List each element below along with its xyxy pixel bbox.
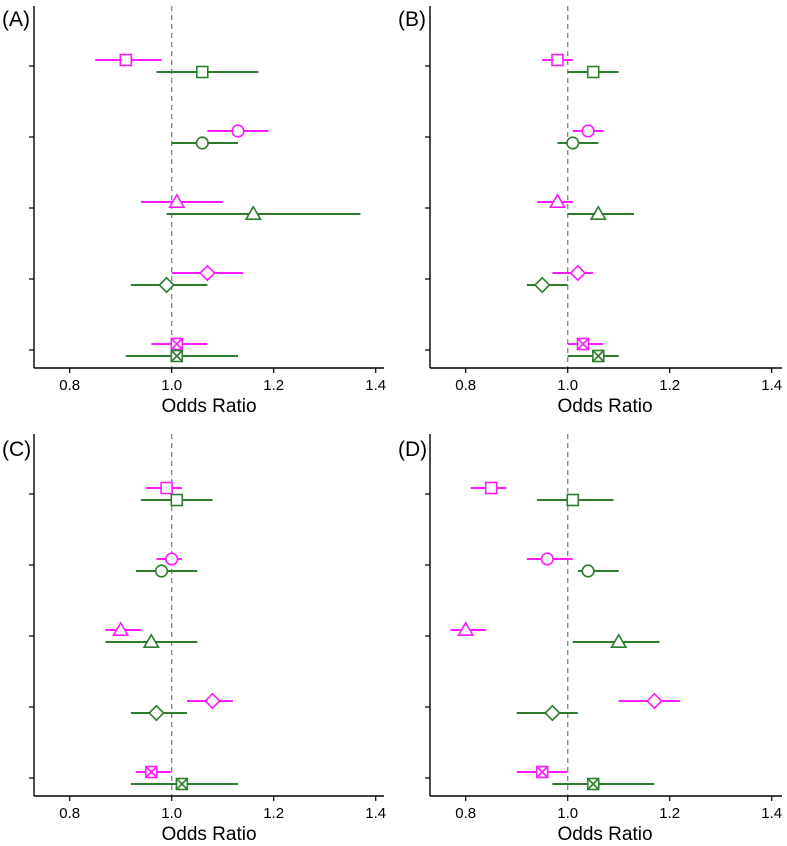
x-tick-label: 1.4 [761, 377, 782, 394]
panel-label: (A) [2, 8, 30, 31]
green-circle-marker [195, 136, 209, 150]
green-circle-marker [581, 564, 595, 578]
panel-d: (D) 0.8 1.0 1.2 1.4 Odds Ratio [398, 434, 782, 845]
x-tick-label: 1.4 [761, 805, 782, 822]
magenta-crossed-square-marker [535, 765, 549, 779]
magenta-crossed-square-marker [145, 765, 158, 779]
magenta-diamond-marker [199, 264, 216, 282]
x-tick-label: 0.8 [59, 805, 80, 822]
x-tick-label: 1.2 [263, 377, 284, 394]
magenta-diamond-marker [569, 264, 587, 282]
magenta-triangle-marker [168, 193, 186, 208]
panel-c: (C) 0.8 1.0 1.2 1.4 Odds Ratio [2, 434, 386, 845]
magenta-circle-marker [540, 552, 554, 566]
green-square-marker [586, 65, 600, 79]
panel-label: (C) [2, 438, 31, 461]
green-square-marker [170, 493, 184, 507]
green-diamond-marker [533, 276, 551, 294]
green-triangle-marker [244, 205, 262, 220]
green-triangle-marker [610, 633, 628, 648]
magenta-triangle-marker [548, 193, 567, 208]
magenta-square-marker [160, 481, 173, 495]
magenta-diamond-marker [204, 692, 221, 710]
magenta-triangle-marker [457, 621, 475, 636]
green-crossed-square-marker [170, 349, 184, 363]
x-tick-label: 0.8 [455, 377, 476, 394]
x-tick-label: 1.4 [365, 805, 386, 822]
green-triangle-marker [589, 205, 607, 220]
panel-a: (A) 0.8 1.0 1.2 1.4 Odds Ratio [2, 6, 386, 417]
magenta-crossed-square-marker [170, 337, 184, 351]
magenta-triangle-marker [112, 621, 130, 636]
x-axis-title: Odds Ratio [557, 396, 652, 417]
magenta-circle-marker [165, 552, 179, 566]
green-crossed-square-marker [586, 777, 600, 791]
x-tick-label: 1.0 [161, 805, 182, 822]
magenta-crossed-square-marker [576, 337, 590, 351]
magenta-circle-marker [231, 124, 245, 138]
x-tick-label: 1.4 [365, 377, 386, 394]
x-axis-title: Odds Ratio [161, 824, 256, 845]
green-square-marker [196, 65, 209, 79]
x-tick-label: 1.2 [659, 805, 680, 822]
panel-b: (B) 0.8 1.0 1.2 1.4 Odds Ratio [398, 6, 782, 417]
magenta-square-marker [119, 53, 133, 67]
x-axis-title: Odds Ratio [161, 396, 256, 417]
green-crossed-square-marker [591, 349, 605, 363]
x-tick-label: 1.0 [557, 805, 578, 822]
green-diamond-marker [158, 276, 175, 294]
green-circle-marker [566, 136, 580, 150]
green-square-marker [566, 493, 580, 507]
magenta-square-marker [484, 481, 498, 495]
magenta-circle-marker [581, 124, 595, 138]
x-tick-label: 0.8 [455, 805, 476, 822]
panel-label: (B) [398, 8, 426, 31]
x-tick-label: 1.0 [557, 377, 578, 394]
x-tick-label: 1.2 [263, 805, 284, 822]
x-tick-label: 1.2 [659, 377, 680, 394]
x-axis-title: Odds Ratio [557, 824, 652, 845]
x-tick-label: 0.8 [59, 377, 80, 394]
x-tick-label: 1.0 [161, 377, 182, 394]
green-diamond-marker [544, 704, 561, 722]
green-crossed-square-marker [175, 777, 189, 791]
magenta-square-marker [551, 53, 564, 67]
panel-label: (D) [398, 438, 427, 461]
green-diamond-marker [148, 704, 165, 722]
green-triangle-marker [142, 633, 160, 648]
green-circle-marker [154, 564, 169, 578]
magenta-diamond-marker [646, 692, 663, 710]
